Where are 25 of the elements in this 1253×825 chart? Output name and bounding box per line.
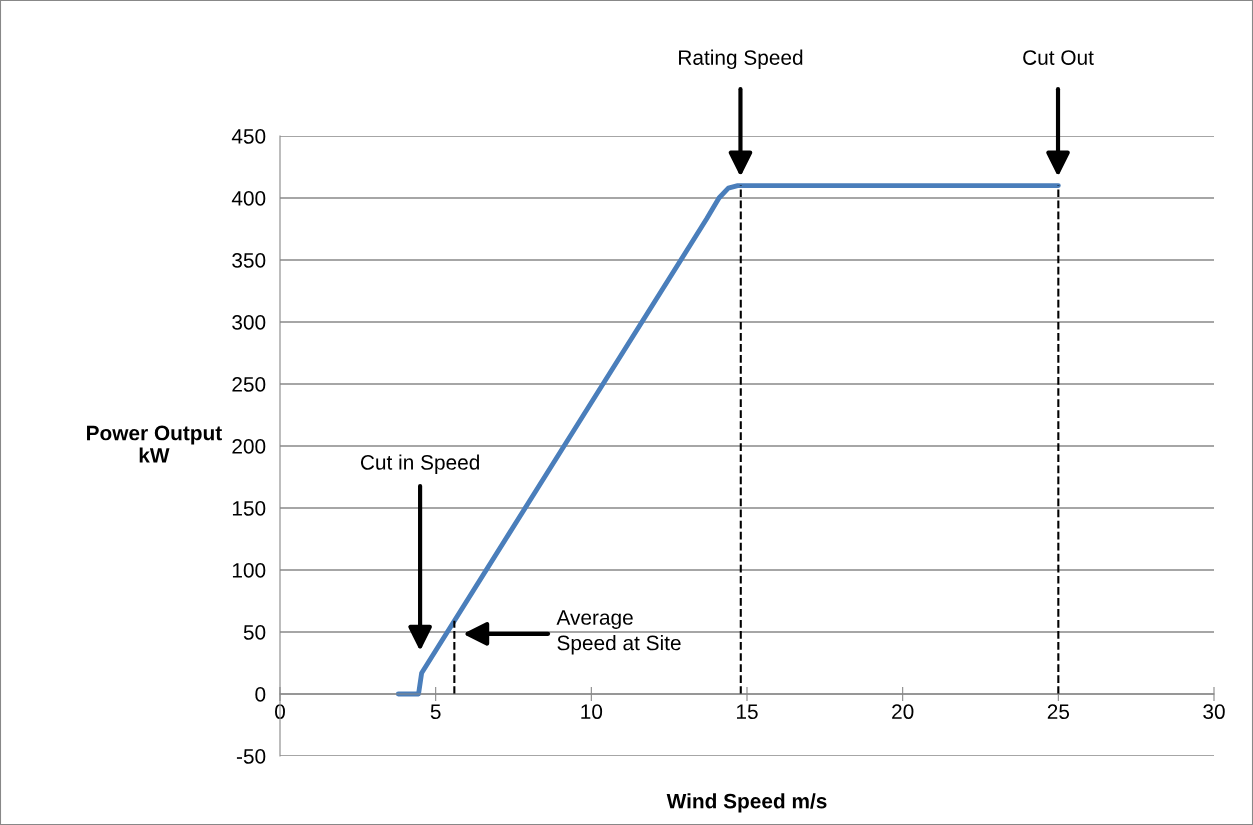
x-tick-label: 20 xyxy=(892,704,914,720)
text: Rating Speed xyxy=(679,49,803,70)
x-tick-label: 25 xyxy=(1047,704,1070,720)
y-tick-label: 0 xyxy=(255,687,266,702)
y-tick-label: 150 xyxy=(232,501,266,516)
y-tick-label: 400 xyxy=(231,191,266,206)
x-tick-label: 15 xyxy=(737,704,758,720)
x-axis-title: Wind Speed m/s xyxy=(666,793,827,813)
y-tick-label: -50 xyxy=(236,749,266,764)
y-tick-label: 450 xyxy=(231,129,266,144)
y-tick-label: 350 xyxy=(232,253,266,268)
annotation: Cut in Speed xyxy=(360,454,479,474)
line-series xyxy=(395,183,1061,697)
y-tick-label: 50 xyxy=(243,625,266,640)
x-tick-label: 10 xyxy=(581,704,603,720)
x-tick-label: 5 xyxy=(430,704,441,720)
x-tick-label: 30 xyxy=(1203,704,1225,720)
x-tick-label: 0 xyxy=(275,704,285,720)
y-axis-title: Power Output kW xyxy=(87,425,222,463)
annotation: Average Speed at Site xyxy=(556,610,681,655)
text: Cut Out xyxy=(1023,50,1094,65)
y-tick-label: 100 xyxy=(232,563,266,578)
y-tick-label: 250 xyxy=(232,377,266,392)
y-tick-label: 300 xyxy=(232,315,266,330)
y-tick-label: 200 xyxy=(232,439,266,454)
